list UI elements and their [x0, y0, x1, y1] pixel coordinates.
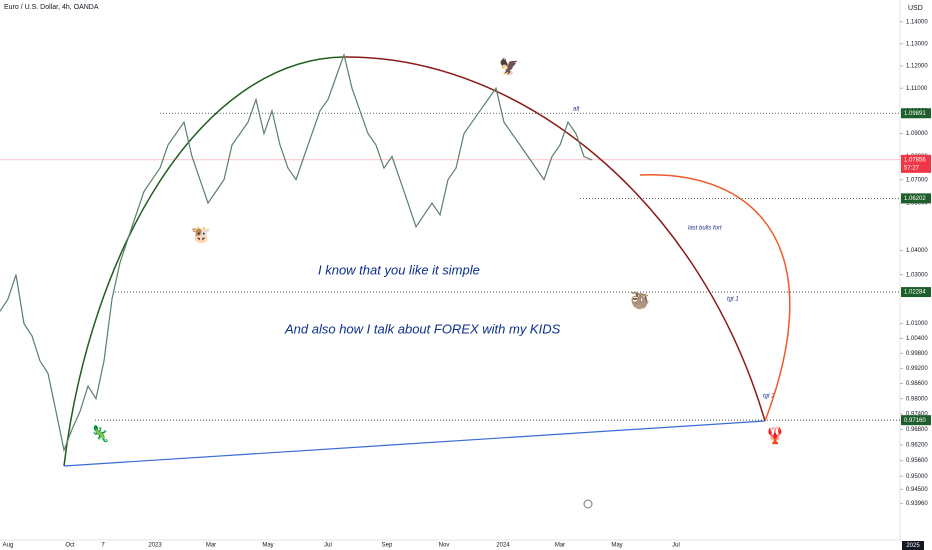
- y-tick-label: 1.04000: [906, 248, 928, 254]
- y-tick-label: 0.99200: [906, 366, 928, 372]
- y-tick-label: 0.96200: [906, 443, 928, 449]
- note: tgt 1: [727, 297, 739, 303]
- y-tick-label: 1.12000: [906, 63, 928, 69]
- y-tick-label: 1.06000: [906, 201, 928, 207]
- level-label: 1.06202: [904, 196, 926, 202]
- y-tick-label: 0.95600: [906, 458, 928, 464]
- last-price-box: [901, 154, 931, 173]
- arc: [639, 174, 791, 422]
- y-tick-label: 0.99800: [906, 351, 928, 357]
- price-line: [0, 52, 593, 453]
- y-tick-label: 1.07000: [906, 177, 928, 183]
- x-tick-label: 7: [101, 543, 105, 549]
- level-box: [901, 108, 931, 119]
- x-tick-label: Sep: [382, 543, 393, 549]
- countdown: 57:27: [904, 165, 920, 171]
- y-tick-label: 1.03000: [906, 272, 928, 278]
- y-tick-label: 0.98000: [906, 396, 928, 402]
- y-tick-label: 0.94500: [906, 487, 928, 493]
- level-box: [901, 287, 931, 298]
- currency: USD: [908, 5, 923, 12]
- x-tick-label: 2024: [496, 543, 510, 549]
- icon: 🦎: [90, 424, 110, 443]
- icon: 🐮: [191, 226, 211, 244]
- x-tick-label: Mar: [206, 543, 216, 549]
- arc: [342, 56, 766, 422]
- level-box: [901, 415, 931, 426]
- y-tick-label: 1.11000: [906, 86, 928, 92]
- note: alt: [573, 107, 580, 113]
- y-tick-label: 0.95000: [906, 474, 928, 480]
- level-label: 1.09891: [904, 111, 926, 117]
- x-tick-label: May: [611, 543, 622, 549]
- x-tick-label: Jul: [672, 543, 680, 549]
- y-tick-label: 1.01000: [906, 321, 928, 327]
- x-tick-label: Oct: [65, 543, 75, 549]
- note: tgt 2: [763, 394, 775, 400]
- icon: [583, 499, 593, 509]
- y-tick-label: 0.97400: [906, 412, 928, 418]
- icon: 🦥: [630, 291, 650, 310]
- y-tick-label: 0.93960: [906, 501, 928, 507]
- x-tick-label: Mar: [555, 543, 565, 549]
- last-price-label: 1.07856: [904, 157, 926, 163]
- icon: 🦅: [499, 57, 519, 76]
- y-tick-label: 1.00400: [906, 336, 928, 342]
- x-tick-label: May: [262, 543, 273, 549]
- y-tick-label: 1.13000: [906, 41, 928, 47]
- x-tick-label: Aug: [3, 543, 14, 549]
- level-label: 1.02284: [904, 290, 926, 296]
- subline: And also how I talk about FOREX with my …: [284, 321, 561, 336]
- x-highlight: 2025: [906, 543, 920, 549]
- icon: 🦞: [765, 426, 785, 445]
- y-tick-label: 0.96800: [906, 427, 928, 433]
- note: last bulls fort: [688, 226, 722, 232]
- y-tick-label: 1.09000: [906, 131, 928, 137]
- x-tick-label: 2023: [148, 543, 162, 549]
- trend-line: [63, 420, 766, 467]
- x-highlight-box: [902, 541, 924, 550]
- x-tick-label: Jul: [324, 543, 332, 549]
- x-tick-label: Nov: [439, 543, 450, 549]
- y-tick-label: 1.14000: [906, 19, 928, 25]
- chart-title: Euro / U.S. Dollar, 4h, OANDA: [4, 4, 99, 11]
- level-box: [901, 193, 931, 204]
- arc: [63, 56, 344, 467]
- headline: I know that you like it simple: [318, 262, 480, 277]
- y-tick-label: 0.98600: [906, 381, 928, 387]
- level-label: 0.97160: [904, 418, 926, 424]
